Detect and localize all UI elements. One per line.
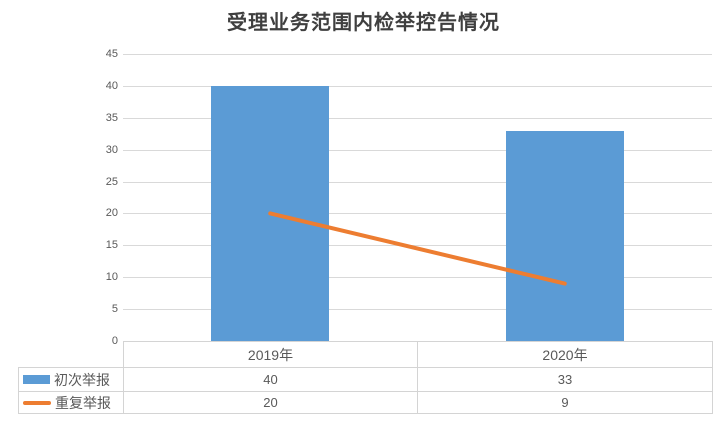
gridline [123,277,712,279]
y-tick-label: 20 [105,207,118,220]
gridline [123,245,712,247]
table-corner-cell [19,342,124,368]
value-cell: 40 [123,367,418,392]
bar-2020年 [505,130,624,341]
category-header-cell: 2020年 [417,341,713,368]
line-series [268,211,567,286]
line-legend-swatch-icon [23,400,51,405]
plot-area [123,54,712,342]
value-cell: 9 [417,391,713,414]
gridline [123,117,712,119]
gridline [123,181,712,183]
legend-cell: 初次举报 [18,367,124,392]
gridline [123,309,712,311]
series-name-label: 初次举报 [54,371,110,388]
legend-cell: 重复举报 [18,391,124,414]
data-table: 2019年 2020年初次举报 40 33 重复举报 20 9 [18,341,713,414]
gridline [123,85,712,87]
y-tick-label: 30 [105,143,118,156]
gridline [123,149,712,151]
y-tick-label: 40 [105,79,118,92]
gridline [123,54,712,55]
y-tick-label: 5 [111,303,118,316]
y-tick-label: 45 [105,48,118,60]
y-tick-label: 25 [105,175,118,188]
series-name-label: 重复举报 [55,394,111,411]
y-tick-label: 0 [111,335,118,347]
value-cell: 20 [123,391,418,414]
value-cell: 33 [417,367,713,392]
y-tick-label: 15 [105,239,118,252]
chart-title: 受理业务范围内检举控告情况 [227,12,500,34]
gridline [123,213,712,215]
y-tick-label: 10 [105,271,118,284]
category-header-cell: 2019年 [123,341,418,368]
y-tick-label: 35 [105,111,118,124]
bar-legend-swatch-icon [23,375,50,384]
